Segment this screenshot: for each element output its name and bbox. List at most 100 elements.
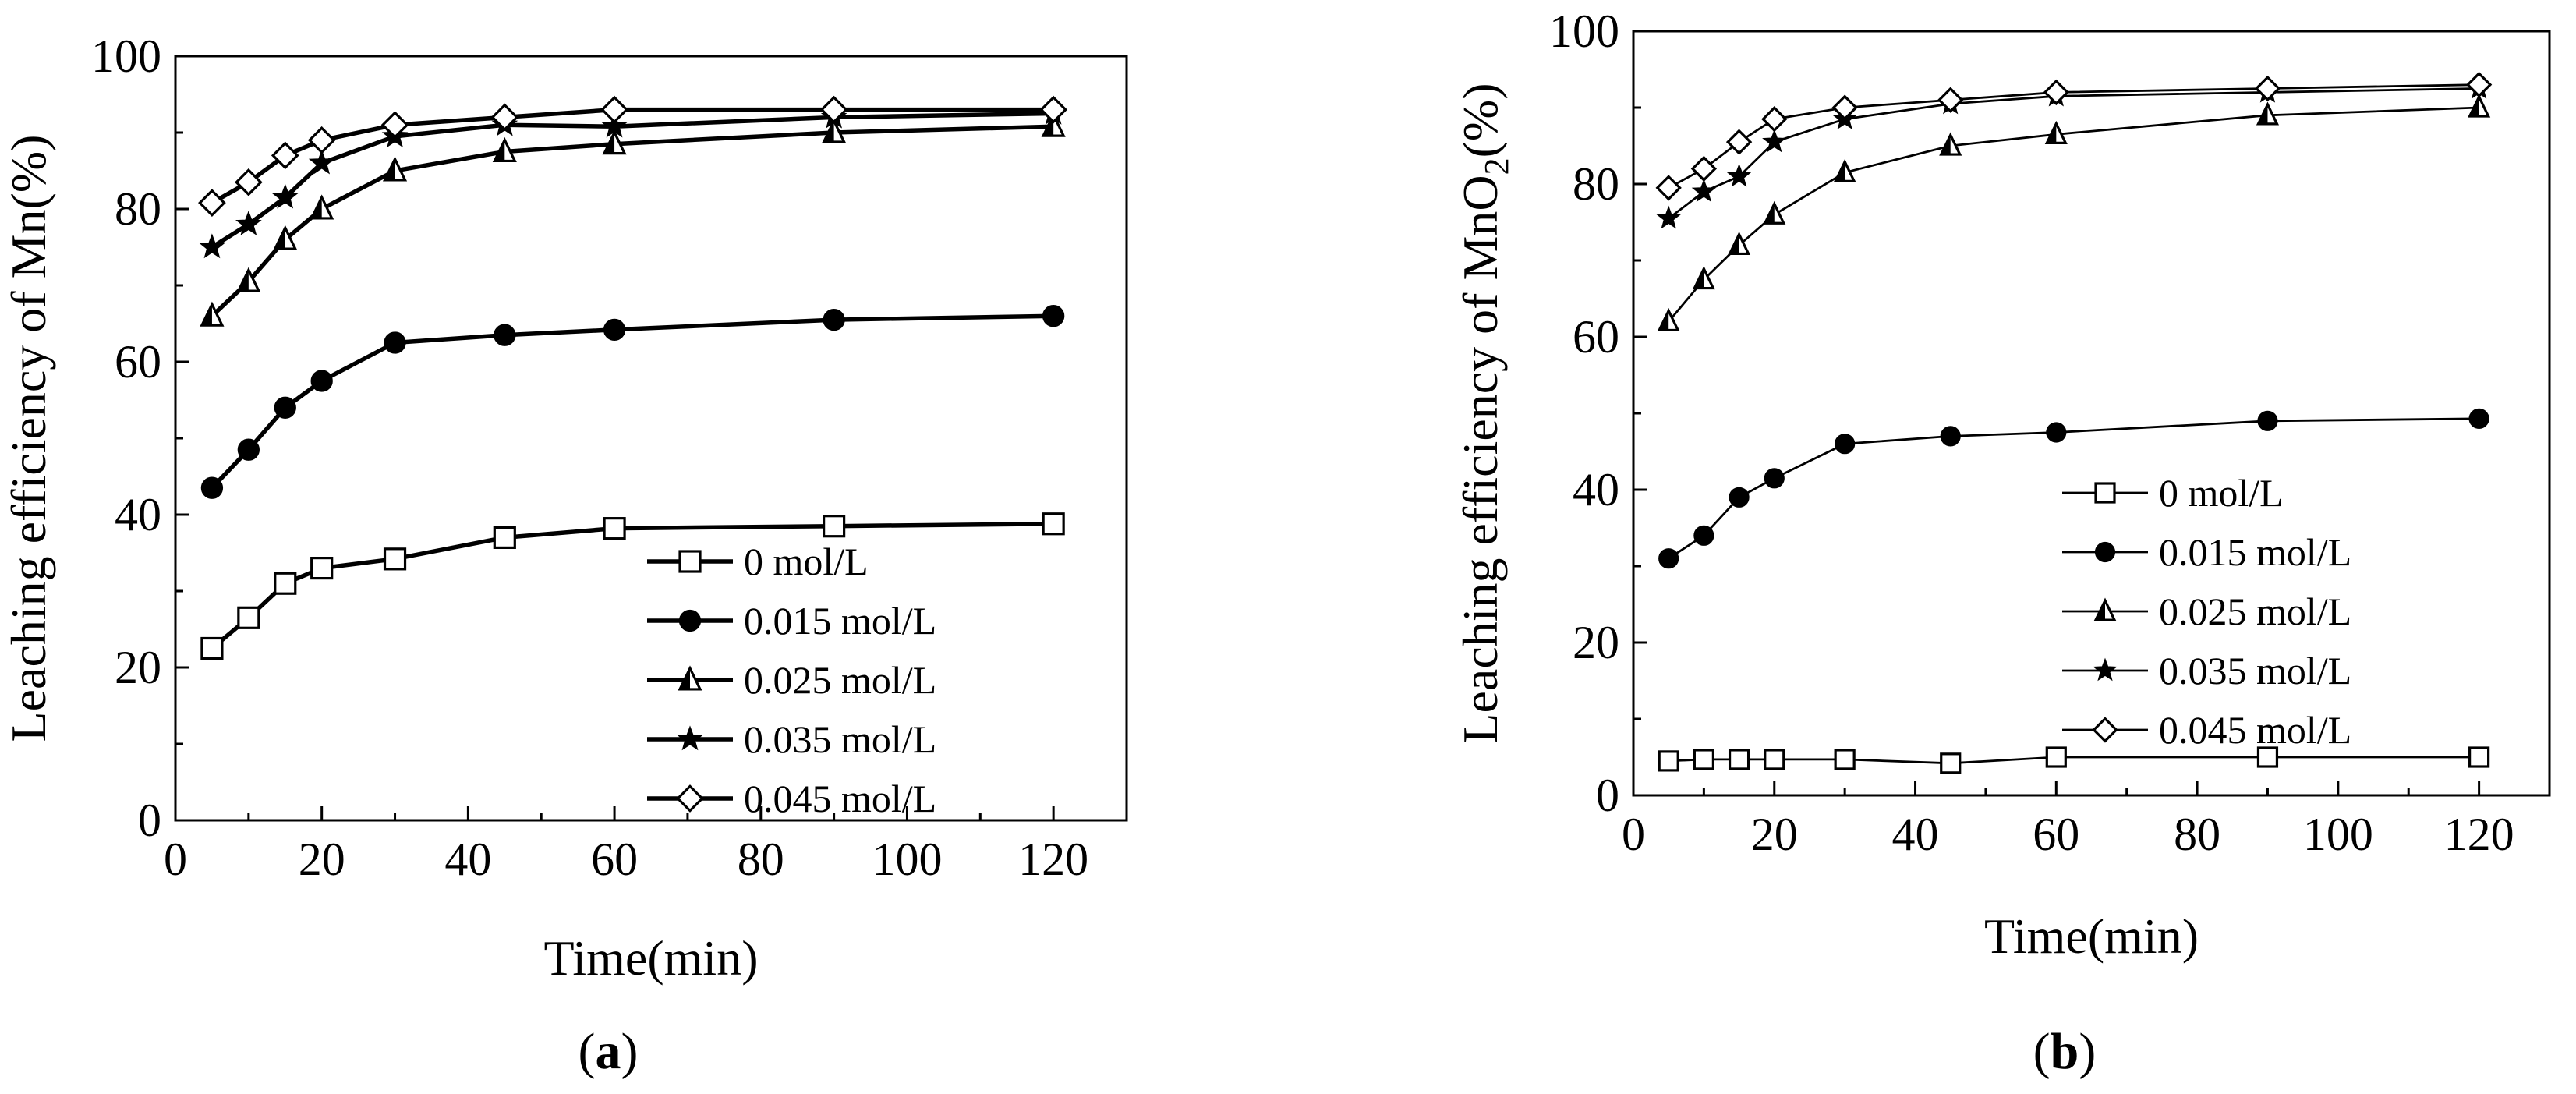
data-point xyxy=(200,476,224,499)
series-points-2 xyxy=(200,305,1065,499)
data-point xyxy=(603,318,626,341)
data-point xyxy=(492,136,517,163)
data-point xyxy=(310,194,334,220)
data-point xyxy=(1725,129,1753,155)
data-point xyxy=(1658,750,1679,772)
x-tick-label: 0 xyxy=(164,834,187,885)
data-point xyxy=(2468,408,2489,429)
y-tick-label: 0 xyxy=(138,795,161,846)
legend-marker xyxy=(678,550,702,573)
panel-b-chart: 0 20 40 60 80 100 120 0 20 40 60 80 100 Time(min) Leac… xyxy=(1453,5,2551,1080)
legend-marker xyxy=(2093,597,2117,621)
data-point xyxy=(601,112,628,138)
y-tick-label: 20 xyxy=(1573,617,1619,668)
legend-item-1: 0 mol/L xyxy=(2062,471,2284,515)
legend-label: 0.025 mol/L xyxy=(744,658,936,702)
legend-label: 0 mol/L xyxy=(2159,471,2284,515)
legend-item-4: 0.035 mol/L xyxy=(2062,649,2351,692)
legend-item-3: 0.025 mol/L xyxy=(647,658,936,702)
data-point xyxy=(2043,79,2069,106)
series-points-1 xyxy=(200,512,1065,660)
data-point xyxy=(1762,129,1787,153)
legend-item-4: 0.035 mol/L xyxy=(647,717,936,761)
legend-item-5: 0.045 mol/L xyxy=(647,777,936,820)
data-point xyxy=(1831,94,1858,121)
series-line-2 xyxy=(210,313,1054,490)
data-point xyxy=(1940,752,1962,774)
x-tick-label: 0 xyxy=(1622,809,1645,860)
data-point xyxy=(237,606,260,629)
data-point xyxy=(490,103,519,132)
data-point xyxy=(2468,746,2490,768)
data-point xyxy=(274,572,297,595)
data-point xyxy=(1940,426,1961,447)
y-tick-label: 40 xyxy=(1573,464,1619,515)
data-point xyxy=(236,267,261,292)
x-tick-label: 20 xyxy=(1751,809,1798,860)
x-tick-label: 20 xyxy=(299,834,345,885)
series-points-5 xyxy=(1655,71,2493,201)
data-point xyxy=(2468,94,2491,118)
x-tick-label: 60 xyxy=(2033,809,2079,860)
data-point xyxy=(494,324,516,346)
x-tick-label: 60 xyxy=(591,834,638,885)
data-point xyxy=(823,515,846,538)
data-point xyxy=(1728,749,1750,770)
data-point xyxy=(2045,746,2067,768)
data-point xyxy=(271,141,299,170)
y-tick-label: 40 xyxy=(115,489,161,540)
y-tick-label: 60 xyxy=(115,336,161,388)
y-axis-title: Leaching efficiency of MnO2(%) xyxy=(1453,83,1516,743)
data-point xyxy=(307,126,336,154)
data-point xyxy=(1658,548,1679,569)
data-point xyxy=(273,225,298,250)
data-point xyxy=(274,396,296,419)
legend-marker xyxy=(678,665,702,691)
legend-label: 0.015 mol/L xyxy=(744,599,936,643)
data-point xyxy=(382,156,408,182)
x-tick-label: 40 xyxy=(1892,809,1939,860)
data-point xyxy=(1039,95,1068,124)
x-tick-label: 80 xyxy=(2174,809,2220,860)
legend-label: 0.045 mol/L xyxy=(2159,708,2351,752)
y-tick-label: 0 xyxy=(1596,770,1619,821)
data-point xyxy=(1693,749,1714,770)
series-line-4 xyxy=(211,111,1054,250)
data-point xyxy=(1729,487,1750,508)
series-points-1 xyxy=(1658,746,2490,774)
data-point xyxy=(1692,266,1715,290)
data-point xyxy=(819,95,848,124)
data-point xyxy=(310,370,333,392)
data-point xyxy=(1761,106,1788,133)
data-point xyxy=(1693,525,1714,546)
data-point xyxy=(1691,179,1717,203)
y-axis-title: Leaching efficiency of Mn(%) xyxy=(1,135,56,742)
data-point xyxy=(199,233,225,259)
legend-label: 0.035 mol/L xyxy=(744,717,936,761)
legend-marker xyxy=(2093,657,2118,682)
legend-item-2: 0.015 mol/L xyxy=(647,599,936,643)
x-axis-title: Time(min) xyxy=(1984,908,2199,964)
x-tick-label: 120 xyxy=(1018,834,1088,885)
y-tick-label: 100 xyxy=(91,30,161,82)
x-tick-label: 100 xyxy=(2303,809,2373,860)
data-point xyxy=(198,189,226,218)
data-point xyxy=(1655,175,1682,201)
legend-label: 0.025 mol/L xyxy=(2159,589,2351,633)
data-point xyxy=(2465,71,2493,98)
data-point xyxy=(200,636,224,660)
legend-label: 0.035 mol/L xyxy=(2159,649,2351,692)
data-point xyxy=(380,111,409,140)
data-point xyxy=(383,547,407,571)
data-point xyxy=(237,438,260,461)
y-tick-label: 100 xyxy=(1549,5,1619,57)
data-point xyxy=(600,95,628,124)
data-point xyxy=(1939,132,1962,156)
data-point xyxy=(1763,200,1786,225)
data-point xyxy=(602,129,627,155)
legend-marker xyxy=(677,725,703,751)
legend-marker xyxy=(678,609,702,632)
data-point xyxy=(2044,120,2068,144)
data-point xyxy=(2256,101,2280,126)
